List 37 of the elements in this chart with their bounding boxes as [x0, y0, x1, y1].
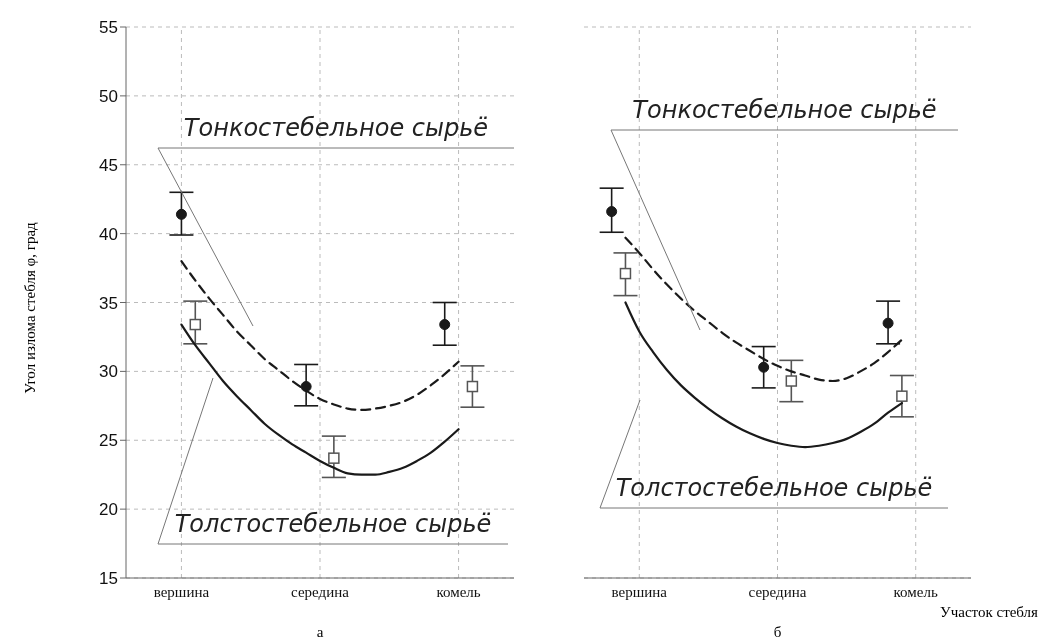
- x-tick-label: середина: [748, 583, 807, 600]
- x-tick-label: комель: [436, 583, 481, 600]
- y-tick-label: 35: [99, 293, 118, 313]
- point: [758, 361, 770, 373]
- point: [466, 380, 479, 393]
- x-tick-label: вершина: [153, 583, 210, 600]
- y-axis-title: Угол излома стебля φ, град: [21, 222, 39, 394]
- y-tick-label: 55: [99, 18, 118, 38]
- line-series: [180, 323, 460, 476]
- text: б: [772, 624, 783, 641]
- y-tick-label: 25: [99, 431, 118, 451]
- x-tick-label: вершина: [611, 583, 668, 600]
- point: [300, 381, 312, 393]
- point: [619, 267, 632, 280]
- annotation: Толстостебельное сырьё: [614, 474, 934, 504]
- annotation: Тонкостебельное сырьё: [631, 96, 938, 126]
- x-tick-label: середина: [291, 583, 350, 600]
- x-tick-label: комель: [893, 583, 938, 600]
- point: [606, 206, 618, 218]
- y-tick-label: 20: [99, 500, 118, 520]
- y-tick-label: 40: [99, 224, 118, 244]
- point: [328, 452, 340, 464]
- annotation: Толстостебельное сырьё: [173, 510, 493, 540]
- point: [189, 318, 202, 331]
- point: [439, 319, 451, 331]
- point: [175, 208, 187, 220]
- y-tick-label: 45: [99, 155, 118, 175]
- text: а: [315, 624, 325, 641]
- point: [882, 317, 894, 329]
- y-tick-label: 15: [99, 569, 118, 589]
- x-axis-title: Участок стебля: [940, 604, 1038, 621]
- y-tick-label: 50: [99, 86, 118, 106]
- point: [896, 390, 908, 402]
- line-series: [180, 260, 460, 412]
- annotation: Тонкостебельное сырьё: [182, 114, 490, 144]
- y-tick-label: 30: [99, 362, 118, 382]
- point: [785, 375, 798, 387]
